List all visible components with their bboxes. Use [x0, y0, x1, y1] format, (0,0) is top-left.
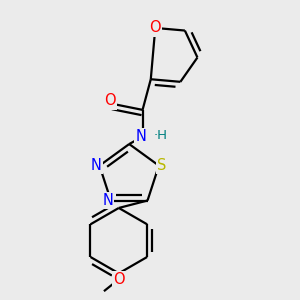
Text: O: O [104, 94, 116, 109]
Text: O: O [149, 20, 161, 35]
Text: N: N [136, 129, 146, 144]
Text: O: O [113, 272, 124, 287]
Text: ·H: ·H [154, 129, 168, 142]
Text: N: N [91, 158, 102, 173]
Text: S: S [157, 158, 167, 173]
Text: N: N [102, 193, 113, 208]
